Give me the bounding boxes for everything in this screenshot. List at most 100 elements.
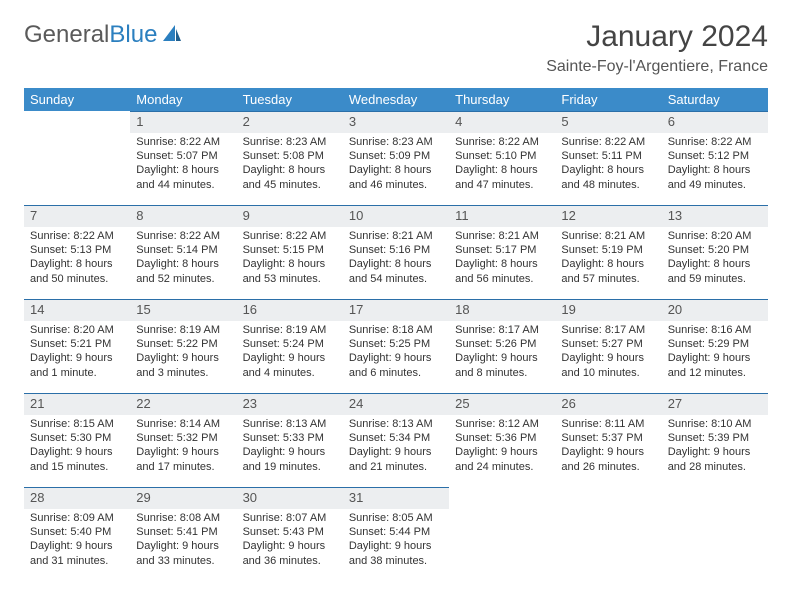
sunset-text: Sunset: 5:44 PM xyxy=(349,525,443,539)
sunset-text: Sunset: 5:11 PM xyxy=(561,149,655,163)
day-number: 25 xyxy=(449,393,555,415)
day-data: Sunrise: 8:22 AMSunset: 5:11 PMDaylight:… xyxy=(555,133,661,196)
day-header: Saturday xyxy=(662,88,768,111)
day-number: 14 xyxy=(24,299,130,321)
daylight-text: Daylight: 9 hours and 6 minutes. xyxy=(349,351,443,380)
day-cell xyxy=(24,111,130,197)
sunrise-text: Sunrise: 8:11 AM xyxy=(561,417,655,431)
day-number: 27 xyxy=(662,393,768,415)
sunrise-text: Sunrise: 8:15 AM xyxy=(30,417,124,431)
sunrise-text: Sunrise: 8:20 AM xyxy=(668,229,762,243)
day-cell: 22Sunrise: 8:14 AMSunset: 5:32 PMDayligh… xyxy=(130,393,236,479)
spacer-row xyxy=(24,385,768,393)
day-header: Wednesday xyxy=(343,88,449,111)
sunset-text: Sunset: 5:25 PM xyxy=(349,337,443,351)
day-cell: 18Sunrise: 8:17 AMSunset: 5:26 PMDayligh… xyxy=(449,299,555,385)
daylight-text: Daylight: 9 hours and 38 minutes. xyxy=(349,539,443,568)
sunrise-text: Sunrise: 8:09 AM xyxy=(30,511,124,525)
sunset-text: Sunset: 5:14 PM xyxy=(136,243,230,257)
spacer-row xyxy=(24,197,768,205)
day-cell: 17Sunrise: 8:18 AMSunset: 5:25 PMDayligh… xyxy=(343,299,449,385)
day-cell: 3Sunrise: 8:23 AMSunset: 5:09 PMDaylight… xyxy=(343,111,449,197)
sunrise-text: Sunrise: 8:17 AM xyxy=(455,323,549,337)
title-block: January 2024 Sainte-Foy-l'Argentiere, Fr… xyxy=(546,20,768,76)
day-number: 30 xyxy=(237,487,343,509)
day-cell: 31 Sunrise: 8:05 AMSunset: 5:44 PMDayligh… xyxy=(343,487,449,573)
sunrise-text: Sunrise: 8:23 AM xyxy=(243,135,337,149)
day-number: 31 xyxy=(343,487,449,509)
sunset-text: Sunset: 5:29 PM xyxy=(668,337,762,351)
day-data: Sunrise: 8:13 AMSunset: 5:33 PMDaylight:… xyxy=(237,415,343,478)
day-data: Sunrise: 8:17 AMSunset: 5:26 PMDaylight:… xyxy=(449,321,555,384)
daylight-text: Daylight: 9 hours and 17 minutes. xyxy=(136,445,230,474)
sunrise-text: Sunrise: 8:16 AM xyxy=(668,323,762,337)
day-number: 12 xyxy=(555,205,661,227)
sunset-text: Sunset: 5:13 PM xyxy=(30,243,124,257)
daylight-text: Daylight: 9 hours and 1 minute. xyxy=(30,351,124,380)
day-number: 9 xyxy=(237,205,343,227)
month-title: January 2024 xyxy=(546,20,768,54)
sunrise-text: Sunrise: 8:17 AM xyxy=(561,323,655,337)
day-data: Sunrise: 8:18 AMSunset: 5:25 PMDaylight:… xyxy=(343,321,449,384)
sunset-text: Sunset: 5:12 PM xyxy=(668,149,762,163)
daylight-text: Daylight: 8 hours and 54 minutes. xyxy=(349,257,443,286)
calendar-table: SundayMondayTuesdayWednesdayThursdayFrid… xyxy=(24,88,768,573)
sunrise-text: Sunrise: 8:22 AM xyxy=(136,229,230,243)
sunrise-text: Sunrise: 8:07 AM xyxy=(243,511,337,525)
day-data: Sunrise: 8:22 AMSunset: 5:13 PMDaylight:… xyxy=(24,227,130,290)
header: GeneralBlue January 2024 Sainte-Foy-l'Ar… xyxy=(24,20,768,76)
day-cell: 24Sunrise: 8:13 AMSunset: 5:34 PMDayligh… xyxy=(343,393,449,479)
sunset-text: Sunset: 5:36 PM xyxy=(455,431,549,445)
sunset-text: Sunset: 5:21 PM xyxy=(30,337,124,351)
sunset-text: Sunset: 5:30 PM xyxy=(30,431,124,445)
day-cell: 27Sunrise: 8:10 AMSunset: 5:39 PMDayligh… xyxy=(662,393,768,479)
day-cell: 8Sunrise: 8:22 AMSunset: 5:14 PMDaylight… xyxy=(130,205,236,291)
sunrise-text: Sunrise: 8:22 AM xyxy=(455,135,549,149)
sunrise-text: Sunrise: 8:12 AM xyxy=(455,417,549,431)
day-data: Sunrise: 8:13 AMSunset: 5:34 PMDaylight:… xyxy=(343,415,449,478)
day-cell: 10Sunrise: 8:21 AMSunset: 5:16 PMDayligh… xyxy=(343,205,449,291)
day-number: 26 xyxy=(555,393,661,415)
day-number: 17 xyxy=(343,299,449,321)
day-number: 2 xyxy=(237,111,343,133)
sunrise-text: Sunrise: 8:13 AM xyxy=(243,417,337,431)
logo-text-general: General xyxy=(24,21,109,49)
daylight-text: Daylight: 8 hours and 50 minutes. xyxy=(30,257,124,286)
sunset-text: Sunset: 5:41 PM xyxy=(136,525,230,539)
sunrise-text: Sunrise: 8:05 AM xyxy=(349,511,443,525)
daylight-text: Daylight: 9 hours and 26 minutes. xyxy=(561,445,655,474)
sunrise-text: Sunrise: 8:21 AM xyxy=(455,229,549,243)
daylight-text: Daylight: 9 hours and 3 minutes. xyxy=(136,351,230,380)
day-cell: 13Sunrise: 8:20 AMSunset: 5:20 PMDayligh… xyxy=(662,205,768,291)
daylight-text: Daylight: 9 hours and 19 minutes. xyxy=(243,445,337,474)
logo-text-blue: Blue xyxy=(109,21,157,49)
day-cell: 12Sunrise: 8:21 AMSunset: 5:19 PMDayligh… xyxy=(555,205,661,291)
daylight-text: Daylight: 8 hours and 57 minutes. xyxy=(561,257,655,286)
day-cell: 9Sunrise: 8:22 AMSunset: 5:15 PMDaylight… xyxy=(237,205,343,291)
sunset-text: Sunset: 5:20 PM xyxy=(668,243,762,257)
day-cell: 2Sunrise: 8:23 AMSunset: 5:08 PMDaylight… xyxy=(237,111,343,197)
day-header: Friday xyxy=(555,88,661,111)
sunset-text: Sunset: 5:39 PM xyxy=(668,431,762,445)
day-data: Sunrise: 8:20 AMSunset: 5:20 PMDaylight:… xyxy=(662,227,768,290)
sunset-text: Sunset: 5:09 PM xyxy=(349,149,443,163)
day-data: Sunrise: 8:09 AMSunset: 5:40 PMDaylight:… xyxy=(24,509,130,572)
sunset-text: Sunset: 5:37 PM xyxy=(561,431,655,445)
daylight-text: Daylight: 8 hours and 44 minutes. xyxy=(136,163,230,192)
day-data: Sunrise: 8:11 AMSunset: 5:37 PMDaylight:… xyxy=(555,415,661,478)
calendar-head: SundayMondayTuesdayWednesdayThursdayFrid… xyxy=(24,88,768,111)
sunrise-text: Sunrise: 8:19 AM xyxy=(136,323,230,337)
week-row: 1Sunrise: 8:22 AMSunset: 5:07 PMDaylight… xyxy=(24,111,768,197)
day-cell: 15Sunrise: 8:19 AMSunset: 5:22 PMDayligh… xyxy=(130,299,236,385)
day-number: 28 xyxy=(24,487,130,509)
day-cell: 23Sunrise: 8:13 AMSunset: 5:33 PMDayligh… xyxy=(237,393,343,479)
daylight-text: Daylight: 8 hours and 45 minutes. xyxy=(243,163,337,192)
sunrise-text: Sunrise: 8:22 AM xyxy=(243,229,337,243)
day-cell: 6Sunrise: 8:22 AMSunset: 5:12 PMDaylight… xyxy=(662,111,768,197)
day-number: 24 xyxy=(343,393,449,415)
day-number: 16 xyxy=(237,299,343,321)
day-data: Sunrise: 8:22 AMSunset: 5:15 PMDaylight:… xyxy=(237,227,343,290)
day-number: 23 xyxy=(237,393,343,415)
day-cell: 1Sunrise: 8:22 AMSunset: 5:07 PMDaylight… xyxy=(130,111,236,197)
day-data: Sunrise: 8:15 AMSunset: 5:30 PMDaylight:… xyxy=(24,415,130,478)
